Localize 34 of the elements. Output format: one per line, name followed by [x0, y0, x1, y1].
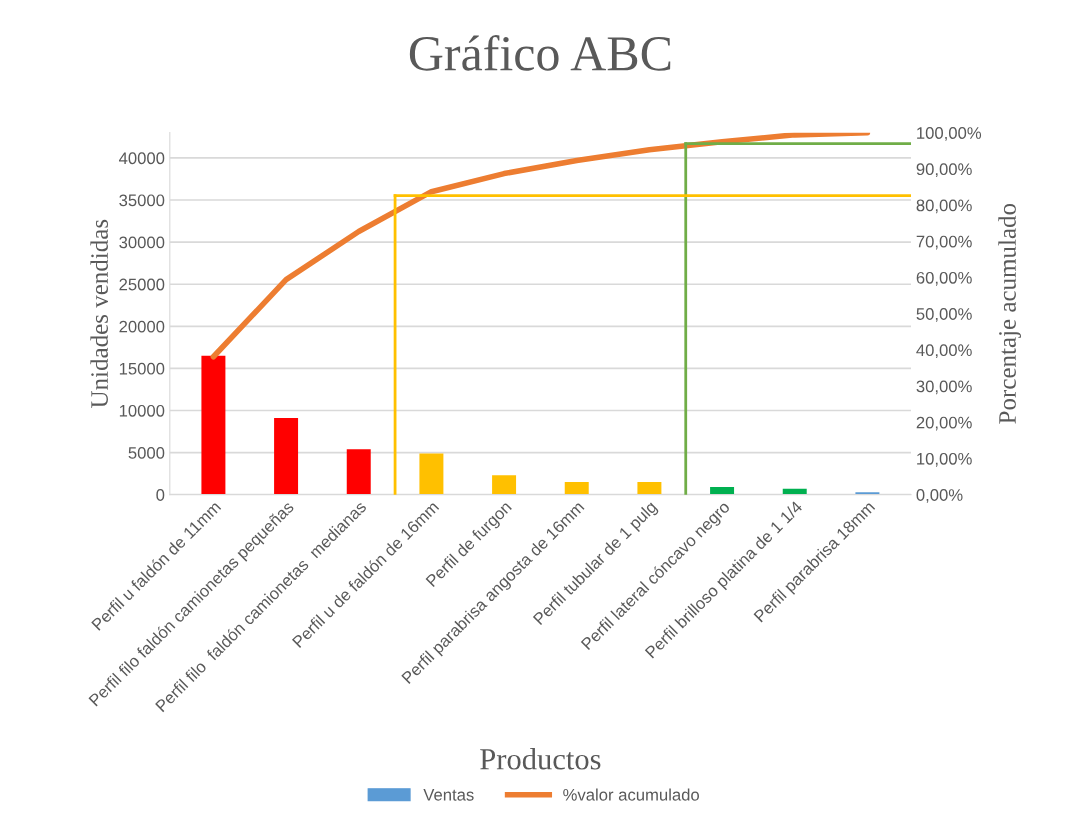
y2-tick-label: 80,00% — [916, 199, 972, 214]
bar — [710, 487, 735, 495]
bar — [419, 453, 444, 495]
y2-tick-label: 40,00% — [916, 344, 972, 359]
legend-label: Ventas — [423, 789, 474, 801]
y-tick-label: 35000 — [119, 194, 165, 207]
y-tick-label: 0 — [156, 489, 165, 501]
y-tick-label: 20000 — [119, 320, 165, 333]
bar — [637, 482, 662, 495]
bar — [346, 449, 371, 495]
y2-tick-label: 90,00% — [916, 163, 972, 178]
bar — [201, 355, 226, 495]
x-axis-title: Productos — [480, 748, 601, 770]
bar — [564, 482, 589, 495]
y-axis-title: Unidades vendidas — [90, 219, 108, 408]
y-tick-label: 5000 — [128, 446, 165, 459]
y2-tick-label: 0,00% — [916, 489, 963, 503]
y-tick-label: 40000 — [118, 152, 165, 165]
y2-tick-label: 30,00% — [916, 380, 972, 395]
y2-tick-label: 10,00% — [917, 452, 972, 467]
y2-tick-label: 60,00% — [916, 271, 972, 286]
y-tick-label: 15000 — [119, 362, 165, 375]
y-tick-label: 10000 — [119, 404, 165, 417]
y-tick-label: 30000 — [119, 236, 165, 249]
y2-tick-label: 50,00% — [916, 308, 972, 322]
bar — [492, 475, 517, 495]
y2-tick-label: 70,00% — [916, 235, 972, 250]
y2-tick-label: 100,00% — [917, 127, 982, 141]
y2-tick-label: 20,00% — [916, 416, 972, 431]
bar — [274, 418, 299, 495]
legend-label: %valor acumulado — [563, 788, 700, 801]
chart-title: Gráfico ABC — [409, 34, 671, 71]
y2-axis-title: Porcentaje acumulado — [998, 203, 1021, 424]
y-tick-label: 25000 — [119, 278, 165, 291]
